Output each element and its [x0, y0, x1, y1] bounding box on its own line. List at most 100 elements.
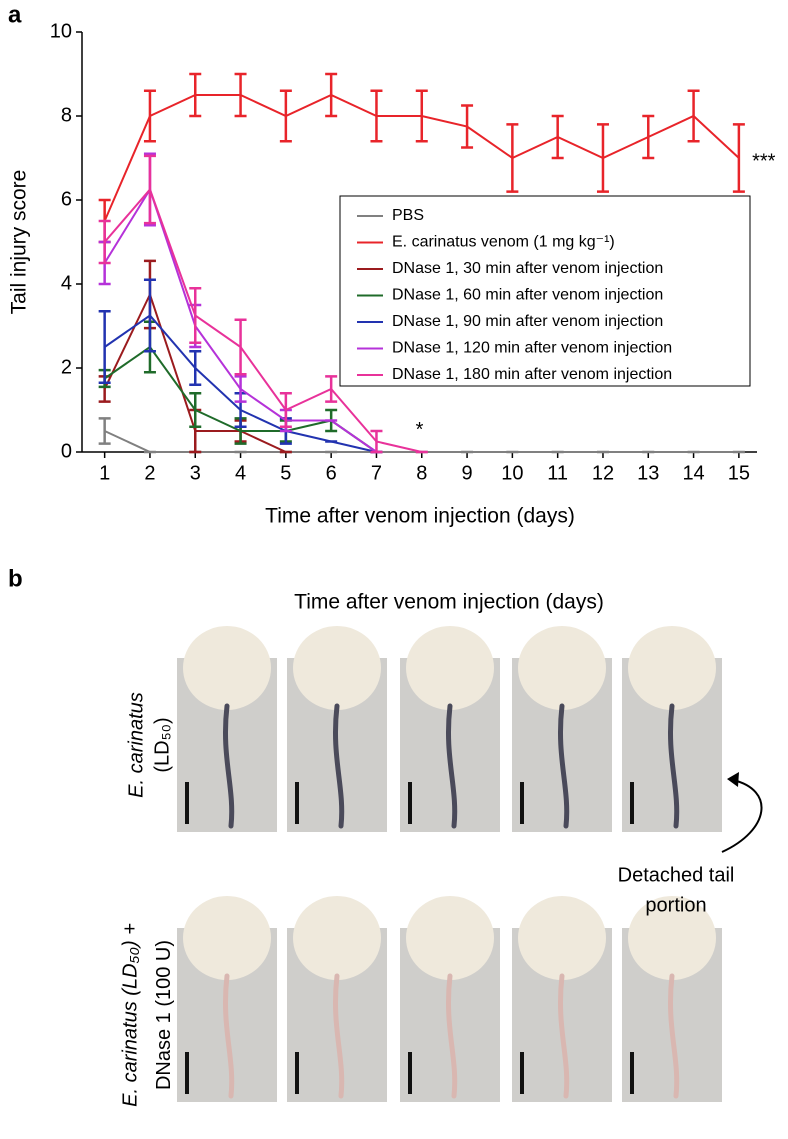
scale-bar — [408, 782, 412, 824]
y-tick-label: 0 — [61, 440, 72, 462]
annotation: portion — [645, 894, 706, 916]
photo — [400, 626, 500, 832]
error-bar — [189, 391, 202, 429]
error-bar — [234, 72, 247, 118]
mouse-body — [183, 896, 271, 980]
error-bar — [642, 114, 655, 160]
panel-label: a — [8, 1, 22, 28]
mouse-body — [183, 626, 271, 710]
scale-bar — [630, 1052, 634, 1094]
scale-bar — [185, 1052, 189, 1094]
photo — [622, 626, 722, 832]
photo — [512, 626, 612, 832]
error-bar — [461, 104, 474, 149]
scale-bar — [295, 1052, 299, 1094]
legend-label: DNase 1, 60 min after venom injection — [392, 287, 663, 304]
error-bar — [687, 89, 700, 143]
photo — [622, 896, 722, 1102]
mouse-body — [293, 626, 381, 710]
panel-label: b — [8, 565, 23, 592]
scale-bar — [295, 782, 299, 824]
error-bar — [98, 310, 111, 384]
x-tick-label: 13 — [637, 462, 659, 484]
mouse-body — [628, 896, 716, 980]
scale-bar — [408, 1052, 412, 1094]
legend-box — [339, 195, 751, 387]
mouse-tail — [222, 703, 235, 829]
error-bar — [415, 89, 428, 143]
mouse-body — [406, 896, 494, 980]
error-bar — [506, 123, 519, 193]
x-tick-label: 9 — [462, 462, 473, 484]
x-tick-label: 2 — [144, 462, 155, 484]
x-tick-label: 10 — [501, 462, 523, 484]
error-bar — [234, 375, 247, 403]
scale-bar — [520, 1052, 524, 1094]
error-bar — [370, 89, 383, 143]
x-tick-label: 7 — [371, 462, 382, 484]
error-bar — [234, 318, 247, 376]
row-label: E. carinatus — [125, 692, 147, 798]
scale-bar — [630, 782, 634, 824]
mouse-body — [518, 896, 606, 980]
error-bar — [551, 114, 564, 160]
legend-label: DNase 1, 30 min after venom injection — [392, 260, 663, 277]
annotation: Detached tail — [618, 864, 735, 886]
y-tick-label: 10 — [50, 20, 72, 42]
mouse-tail — [667, 703, 680, 829]
error-bar — [325, 72, 338, 118]
legend-label: DNase 1, 120 min after venom injection — [392, 340, 672, 357]
x-tick-label: 8 — [416, 462, 427, 484]
series-line — [103, 187, 422, 453]
mouse-tail — [557, 703, 570, 829]
error-bar — [98, 417, 111, 445]
mouse-body — [518, 626, 606, 710]
x-tick-label: 5 — [280, 462, 291, 484]
error-bar — [189, 349, 202, 387]
annotation-arrow — [721, 779, 763, 853]
annotation: *** — [752, 150, 776, 172]
arrow-head — [727, 772, 739, 787]
photo — [287, 626, 387, 832]
error-bar — [279, 89, 292, 143]
error-bar — [732, 123, 745, 193]
x-tick-label: 14 — [682, 462, 704, 484]
mouse-body — [628, 626, 716, 710]
error-bar — [98, 219, 111, 265]
x-tick-label: 12 — [592, 462, 614, 484]
legend-label: DNase 1, 180 min after venom injection — [392, 366, 672, 383]
mouse-tail — [222, 973, 235, 1099]
photo — [400, 896, 500, 1102]
mouse-body — [293, 896, 381, 980]
mouse-tail — [445, 973, 458, 1099]
row-label: DNase 1 (100 U) — [153, 940, 175, 1090]
y-axis-title: Tail injury score — [8, 170, 31, 315]
mouse-tail — [332, 973, 345, 1099]
error-bar — [189, 72, 202, 118]
photo — [177, 626, 277, 832]
row-label: E. carinatus (LD₅₀) + — [119, 923, 141, 1107]
error-bar — [370, 429, 383, 454]
legend-label: PBS — [392, 207, 424, 224]
annotation: * — [416, 419, 424, 441]
error-bar — [143, 154, 156, 225]
scale-bar — [520, 782, 524, 824]
y-tick-label: 8 — [61, 104, 72, 126]
x-tick-label: 15 — [728, 462, 750, 484]
error-bar — [143, 278, 156, 353]
x-tick-label: 1 — [99, 462, 110, 484]
error-bar — [189, 286, 202, 345]
mouse-tail — [445, 703, 458, 829]
y-tick-label: 4 — [61, 272, 72, 294]
y-tick-label: 2 — [61, 356, 72, 378]
error-bar — [279, 391, 292, 429]
scale-bar — [185, 782, 189, 824]
mouse-tail — [667, 973, 680, 1099]
x-tick-label: 6 — [326, 462, 337, 484]
legend-label: DNase 1, 90 min after venom injection — [392, 313, 663, 330]
error-bar — [325, 375, 338, 403]
panel-title: Time after venom injection (days) — [294, 591, 604, 614]
mouse-tail — [557, 973, 570, 1099]
x-tick-label: 4 — [235, 462, 246, 484]
